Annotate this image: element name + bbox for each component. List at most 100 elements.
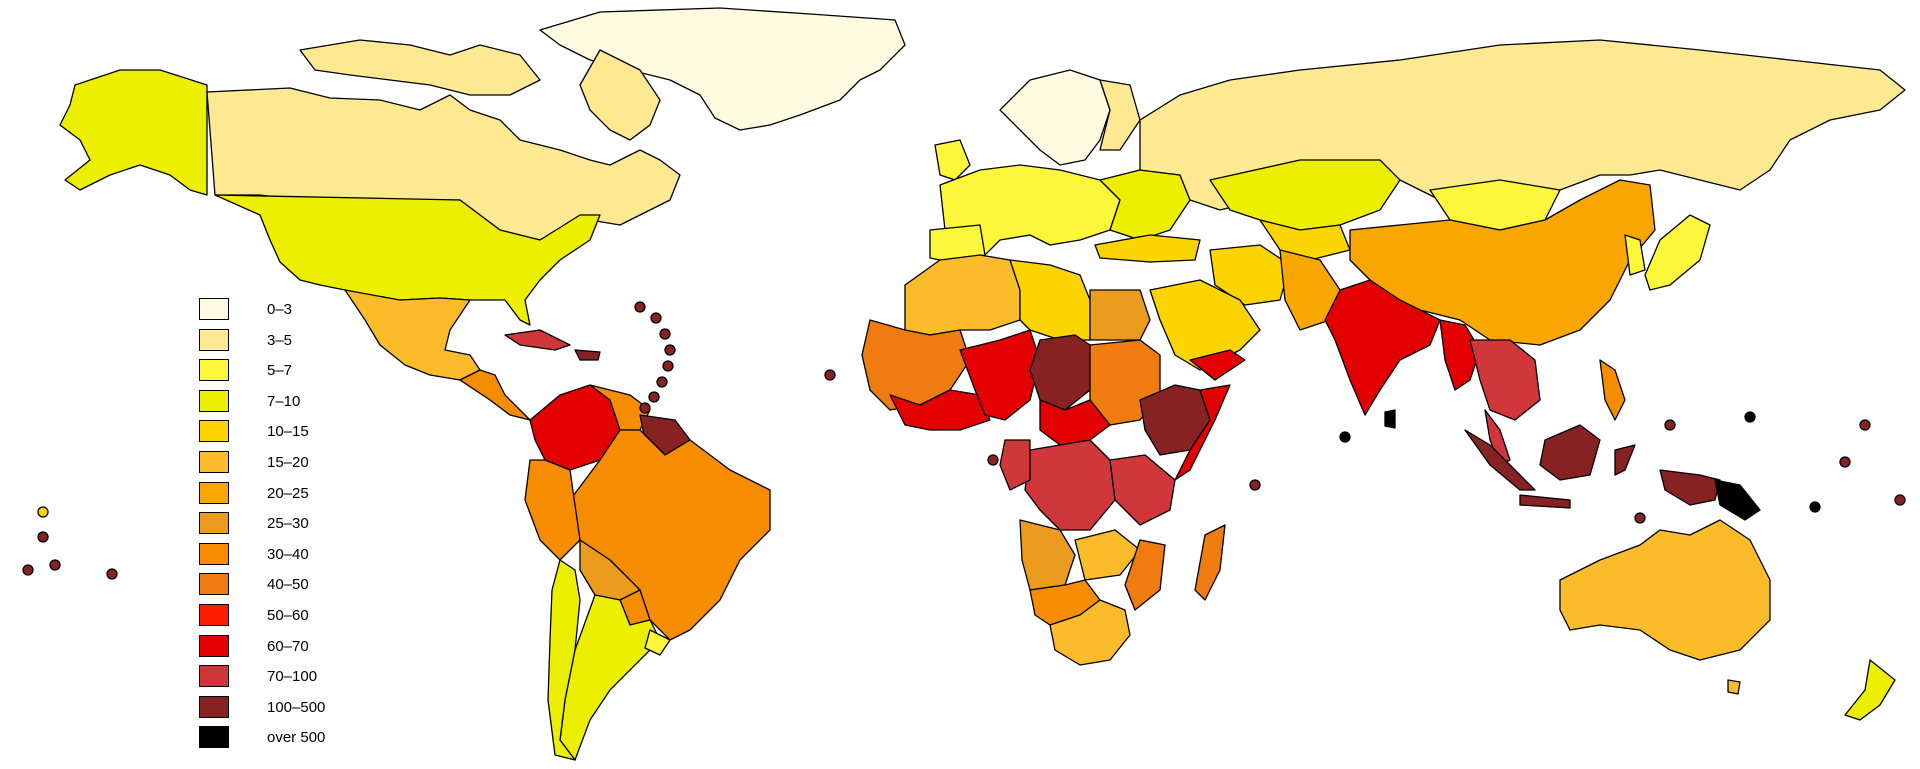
iran bbox=[1209, 244, 1291, 306]
island-dot bbox=[659, 328, 671, 340]
island-dot bbox=[824, 369, 836, 381]
drc bbox=[1024, 439, 1116, 531]
legend-swatch bbox=[199, 420, 229, 443]
island-dot bbox=[1809, 501, 1821, 513]
mozambique bbox=[1124, 539, 1166, 611]
east-africa bbox=[1109, 454, 1176, 526]
island-dot bbox=[1664, 419, 1676, 431]
map-legend: 0–3 3–5 5–7 7–10 10–15 15–20 20–25 25–30 30–40 40… bbox=[199, 298, 399, 757]
west-africa-coast bbox=[889, 389, 991, 431]
mexico bbox=[344, 289, 481, 381]
legend-label: 60–70 bbox=[267, 637, 309, 655]
scandinavia bbox=[999, 69, 1111, 166]
gabon-congo bbox=[999, 439, 1031, 491]
island-dot bbox=[49, 559, 61, 571]
central-african-republic bbox=[1039, 399, 1111, 446]
turkey bbox=[1094, 234, 1201, 263]
usa bbox=[214, 194, 601, 326]
island-dot bbox=[987, 454, 999, 466]
sri-lanka bbox=[1384, 409, 1396, 429]
legend-item: 7–10 bbox=[199, 389, 399, 421]
legend-item: 50–60 bbox=[199, 603, 399, 635]
island-dot bbox=[1744, 411, 1756, 423]
libya bbox=[1009, 259, 1091, 341]
legend-item: 60–70 bbox=[199, 634, 399, 666]
uruguay bbox=[644, 629, 671, 656]
legend-label: 70–100 bbox=[267, 668, 318, 686]
legend-label: 20–25 bbox=[267, 484, 309, 502]
island-dot bbox=[106, 568, 118, 580]
chad bbox=[1029, 334, 1091, 411]
peru-ecuador bbox=[524, 459, 581, 561]
legend-swatch bbox=[199, 359, 229, 382]
sumatra bbox=[1464, 429, 1536, 491]
legend-swatch bbox=[199, 603, 229, 626]
island-dot bbox=[634, 301, 646, 313]
korea bbox=[1624, 234, 1646, 276]
island-dot bbox=[1894, 494, 1906, 506]
legend-label: 3–5 bbox=[267, 331, 293, 349]
island-dot bbox=[1839, 456, 1851, 468]
madagascar bbox=[1194, 524, 1226, 601]
papua-new-guinea bbox=[1714, 479, 1761, 521]
island-dot bbox=[1634, 512, 1646, 524]
legend-item: 20–25 bbox=[199, 481, 399, 513]
legend-label: 15–20 bbox=[267, 453, 309, 471]
legend-label: 40–50 bbox=[267, 576, 309, 594]
legend-item: 10–15 bbox=[199, 420, 399, 451]
hispaniola bbox=[574, 349, 601, 361]
legend-label: 7–10 bbox=[267, 392, 301, 410]
arabia bbox=[1149, 279, 1261, 371]
uk-ireland bbox=[934, 139, 971, 181]
legend-label: 5–7 bbox=[267, 362, 293, 380]
cuba bbox=[504, 329, 571, 351]
india bbox=[1324, 279, 1441, 416]
island-dot bbox=[656, 376, 668, 388]
south-africa bbox=[1049, 599, 1131, 666]
island-dot bbox=[1249, 479, 1261, 491]
legend-swatch bbox=[199, 328, 229, 351]
baffin-island bbox=[579, 49, 661, 141]
niger-nigeria bbox=[959, 329, 1041, 421]
legend-label: 30–40 bbox=[267, 545, 309, 563]
legend-label: 100–500 bbox=[267, 698, 326, 716]
legend-item: 40–50 bbox=[199, 573, 399, 604]
legend-label: over 500 bbox=[267, 729, 326, 747]
sulawesi bbox=[1614, 444, 1636, 476]
legend-item: 5–7 bbox=[199, 359, 399, 390]
legend-label: 25–30 bbox=[267, 515, 309, 533]
island-dot bbox=[37, 531, 49, 543]
yemen bbox=[1189, 349, 1246, 381]
legend-label: 50–60 bbox=[267, 606, 309, 624]
indochina bbox=[1469, 339, 1541, 421]
island-dot bbox=[1339, 431, 1351, 443]
zambia-malawi bbox=[1074, 529, 1141, 581]
legend-swatch bbox=[199, 450, 229, 473]
new-zealand bbox=[1844, 659, 1896, 721]
new-guinea-west bbox=[1659, 469, 1721, 506]
legend-item: 30–40 bbox=[199, 542, 399, 574]
borneo bbox=[1539, 424, 1601, 481]
bangladesh-myanmar bbox=[1439, 319, 1481, 391]
legend-swatch bbox=[199, 298, 229, 320]
legend-swatch bbox=[199, 695, 229, 718]
island-dot bbox=[664, 344, 676, 356]
island-dot bbox=[648, 391, 660, 403]
legend-item: 70–100 bbox=[199, 665, 399, 696]
legend-swatch bbox=[199, 389, 229, 412]
philippines bbox=[1599, 359, 1626, 421]
alaska bbox=[59, 69, 208, 196]
kazakhstan bbox=[1209, 159, 1401, 231]
egypt bbox=[1089, 289, 1151, 341]
legend-item: 25–30 bbox=[199, 512, 399, 543]
legend-label: 0–3 bbox=[267, 301, 293, 318]
island-dot bbox=[662, 360, 674, 372]
java bbox=[1519, 494, 1571, 509]
legend-item: 100–500 bbox=[199, 695, 399, 727]
legend-swatch bbox=[199, 542, 229, 565]
island-dot bbox=[1859, 419, 1871, 431]
legend-swatch bbox=[199, 573, 229, 596]
legend-label: 10–15 bbox=[267, 423, 309, 441]
legend-swatch bbox=[199, 481, 229, 504]
